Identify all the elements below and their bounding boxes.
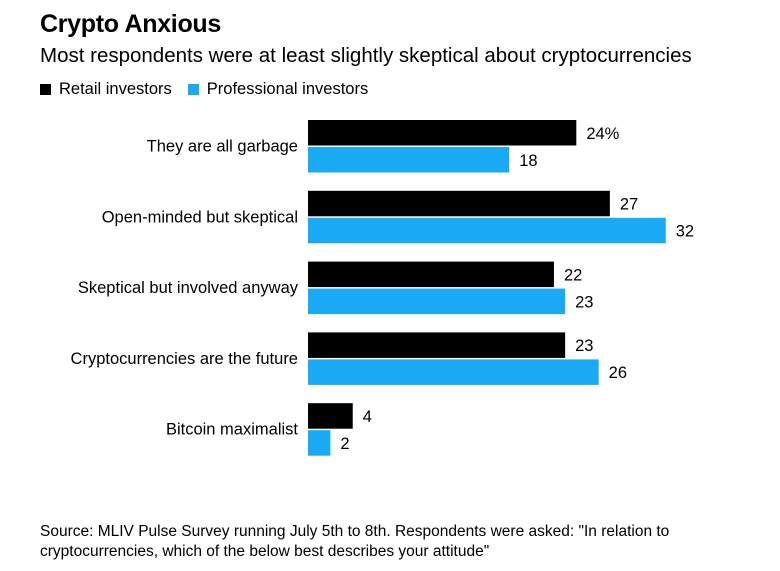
value-label: 23 bbox=[575, 337, 593, 355]
bar-professional bbox=[308, 359, 599, 385]
value-label: 22 bbox=[564, 266, 582, 284]
category-label: Skeptical but involved anyway bbox=[78, 279, 299, 297]
bar-professional bbox=[308, 147, 510, 173]
category-label: Cryptocurrencies are the future bbox=[71, 350, 298, 368]
source-note: Source: MLIV Pulse Survey running July 5… bbox=[40, 523, 670, 560]
legend-item-retail: Retail investors bbox=[40, 80, 172, 99]
bar-retail bbox=[308, 261, 554, 288]
value-label: 26 bbox=[609, 364, 627, 382]
bar-retail bbox=[308, 190, 610, 217]
value-label: 4 bbox=[363, 408, 372, 426]
value-label: 2 bbox=[340, 435, 349, 453]
value-label: 18 bbox=[519, 152, 537, 170]
legend-swatch-professional bbox=[187, 84, 199, 95]
category-label: Bitcoin maximalist bbox=[166, 421, 298, 439]
value-label: 24% bbox=[586, 125, 619, 143]
legend-item-professional: Professional investors bbox=[187, 80, 369, 99]
category-label: They are all garbage bbox=[147, 138, 298, 156]
legend-label-professional: Professional investors bbox=[206, 80, 369, 98]
chart-subtitle: Most respondents were at least slightly … bbox=[40, 44, 692, 67]
legend: Retail investors Professional investors bbox=[40, 80, 384, 99]
bar-professional bbox=[308, 430, 331, 456]
legend-swatch-retail bbox=[40, 84, 51, 95]
category-label: Open-minded but skeptical bbox=[102, 208, 298, 226]
bar-professional bbox=[308, 288, 566, 315]
legend-label-retail: Retail investors bbox=[59, 80, 172, 98]
value-label: 27 bbox=[620, 196, 638, 214]
bar-retail bbox=[308, 403, 353, 429]
bar-retail bbox=[308, 120, 577, 146]
chart-title: Crypto Anxious bbox=[40, 10, 221, 38]
value-label: 23 bbox=[575, 293, 593, 311]
bar-professional bbox=[308, 217, 666, 244]
value-label: 32 bbox=[676, 223, 694, 241]
bar-retail bbox=[308, 332, 566, 358]
